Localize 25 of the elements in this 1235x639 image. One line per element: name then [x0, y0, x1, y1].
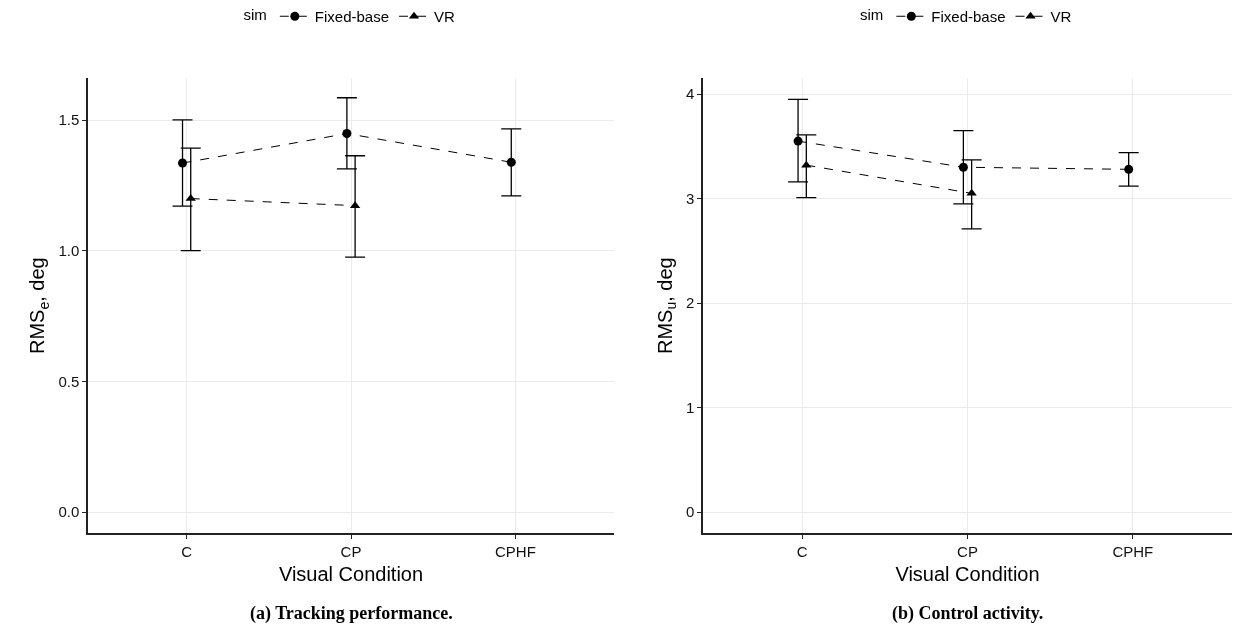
text: (a) Tracking performance.: [250, 603, 453, 624]
y-tick-label: 1.0: [58, 242, 80, 260]
x-tick-label: CPHF: [494, 542, 536, 560]
text: (b) Control activity.: [892, 603, 1044, 624]
y-tick-label: 1.5: [58, 111, 80, 129]
y-tick-label: 2: [685, 294, 695, 312]
y-tick-label: 4: [685, 85, 695, 103]
legend-title: sim: [860, 5, 884, 23]
legend-label: Fixed-base: [931, 8, 1006, 26]
y-tick-label: 3: [685, 189, 695, 207]
x-tick-label: C: [796, 542, 808, 560]
y-tick-label: 0: [685, 503, 695, 521]
legend-label: VR: [1050, 8, 1072, 26]
y-tick-label: 0.5: [58, 372, 80, 390]
legend-label: VR: [434, 8, 456, 26]
y-tick-label: 0.0: [58, 503, 80, 521]
y-tick-label: 1: [685, 398, 695, 416]
x-tick-label: C: [181, 542, 193, 560]
x-tick-label: CP: [340, 542, 362, 560]
x-tick-label: CP: [957, 542, 978, 560]
x-axis-title: Visual Condition: [895, 562, 1040, 585]
legend-label: Fixed-base: [314, 8, 390, 26]
legend-title: sim: [243, 5, 267, 23]
x-axis-title: Visual Condition: [278, 562, 424, 585]
x-tick-label: CPHF: [1112, 542, 1154, 560]
